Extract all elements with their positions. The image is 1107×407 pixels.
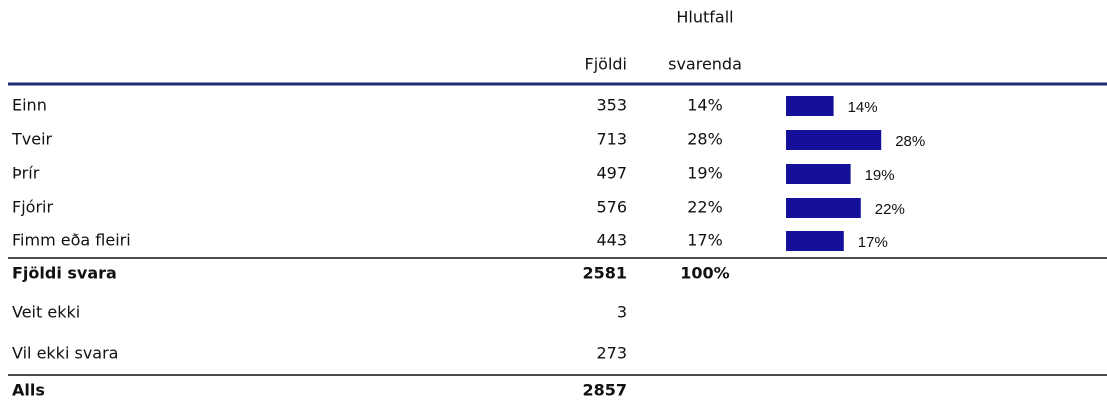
header-count: Fjöldi [585, 55, 627, 74]
total-share: 100% [680, 264, 729, 283]
total-label: Fjöldi svara [12, 264, 117, 283]
row-count: 353 [596, 96, 627, 115]
bar-label: 28% [895, 133, 925, 150]
grand-total-label: Alls [12, 381, 45, 400]
row-share: 17% [687, 231, 723, 250]
row-share: 19% [687, 164, 723, 183]
total-count: 2581 [582, 264, 627, 283]
bar-label: 22% [875, 201, 905, 218]
header-share-line2: svarenda [668, 55, 742, 74]
share-bar [786, 130, 882, 150]
share-bar [786, 198, 861, 218]
share-bar [786, 96, 834, 116]
row-label: Fjórir [12, 198, 53, 217]
other-count: 273 [596, 344, 627, 363]
header-share-line1: Hlutfall [676, 8, 733, 27]
bar-label: 14% [848, 99, 878, 116]
bar-label: 19% [865, 167, 895, 184]
row-count: 443 [596, 231, 627, 250]
other-label: Vil ekki svara [12, 344, 118, 363]
share-bar [786, 164, 851, 184]
row-share: 28% [687, 130, 723, 149]
row-count: 497 [596, 164, 627, 183]
row-label: Tveir [11, 130, 53, 149]
other-label: Veit ekki [12, 303, 80, 322]
row-count: 576 [596, 198, 627, 217]
row-label: Einn [12, 96, 47, 115]
other-count: 3 [617, 303, 627, 322]
row-label: Þrír [12, 164, 40, 183]
bar-label: 17% [858, 234, 888, 251]
grand-total-count: 2857 [582, 381, 627, 400]
row-count: 713 [596, 130, 627, 149]
row-label: Fimm eða fleiri [12, 231, 131, 250]
row-share: 14% [687, 96, 723, 115]
share-bar [786, 231, 844, 251]
row-share: 22% [687, 198, 723, 217]
